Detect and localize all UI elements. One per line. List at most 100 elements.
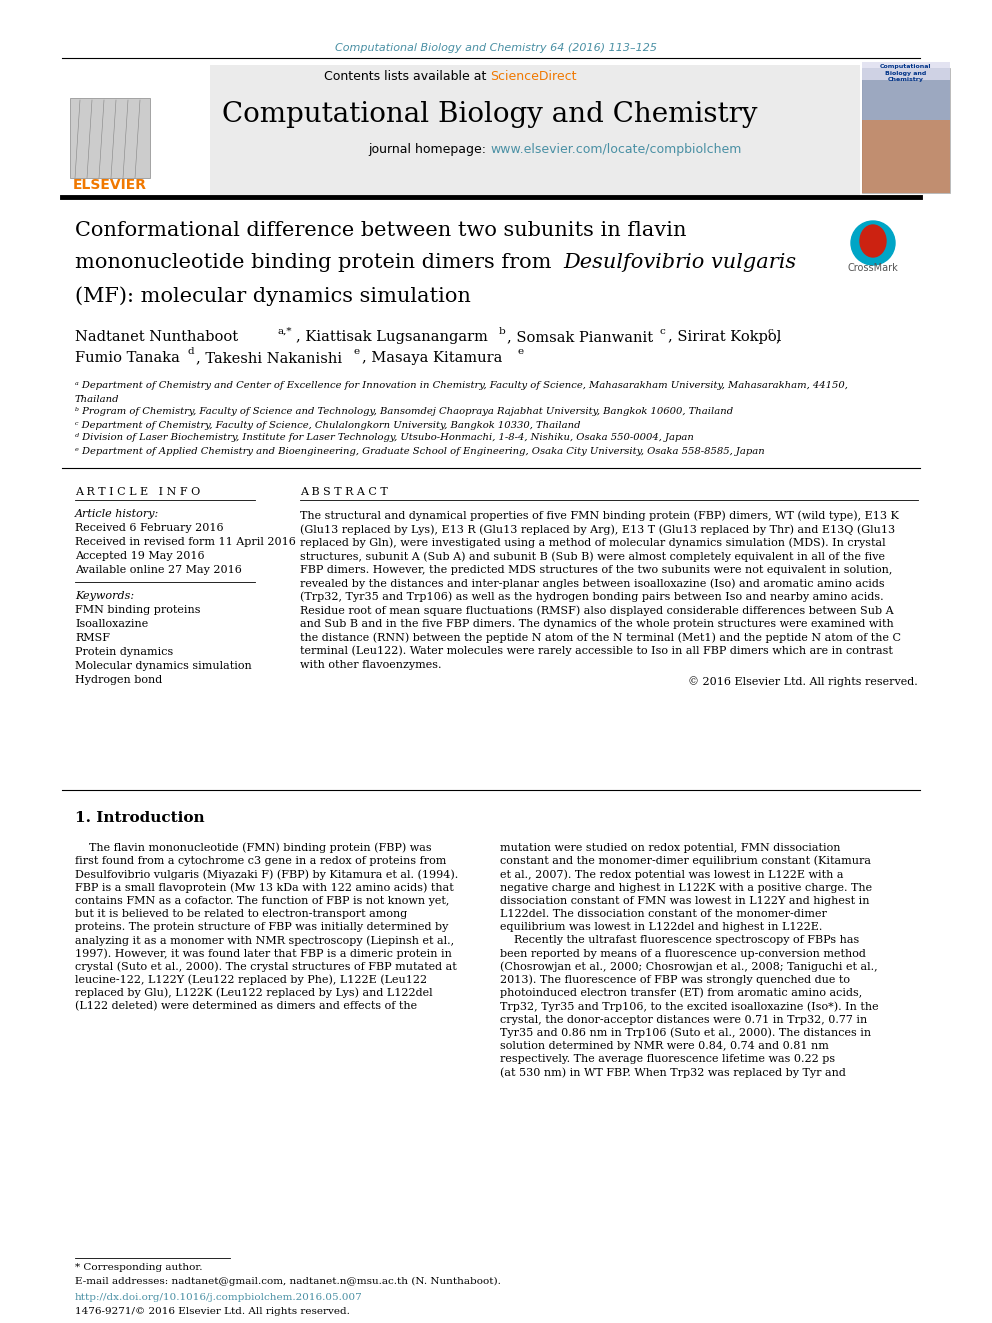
Text: analyzing it as a monomer with NMR spectroscopy (Liepinsh et al.,: analyzing it as a monomer with NMR spect… [75,935,454,946]
Text: Protein dynamics: Protein dynamics [75,647,174,658]
Text: ,: , [775,329,780,344]
Text: e: e [354,348,360,356]
Text: Keywords:: Keywords: [75,591,134,601]
Text: Contents lists available at: Contents lists available at [323,70,490,83]
Text: (at 530 nm) in WT FBP. When Trp32 was replaced by Tyr and: (at 530 nm) in WT FBP. When Trp32 was re… [500,1068,846,1078]
Text: Accepted 19 May 2016: Accepted 19 May 2016 [75,550,204,561]
Text: ᵃ Department of Chemistry and Center of Excellence for Innovation in Chemistry, : ᵃ Department of Chemistry and Center of … [75,381,848,390]
Text: , Kiattisak Lugsanangarm: , Kiattisak Lugsanangarm [296,329,488,344]
Text: the distance (RNN) between the peptide N atom of the N terminal (Met1) and the p: the distance (RNN) between the peptide N… [300,632,901,643]
Bar [862,67,950,193]
Text: but it is believed to be related to electron-transport among: but it is believed to be related to elec… [75,909,408,919]
Text: solution determined by NMR were 0.84, 0.74 and 0.81 nm: solution determined by NMR were 0.84, 0.… [500,1041,829,1050]
Bar [62,65,210,194]
Text: Computational Biology and Chemistry 64 (2016) 113–125: Computational Biology and Chemistry 64 (… [335,44,657,53]
Ellipse shape [860,225,886,257]
Text: crystal (Suto et al., 2000). The crystal structures of FBP mutated at: crystal (Suto et al., 2000). The crystal… [75,962,456,972]
Text: Desulfovibrio vulgaris (Miyazaki F) (FBP) by Kitamura et al. (1994).: Desulfovibrio vulgaris (Miyazaki F) (FBP… [75,869,458,880]
Text: (Glu13 replaced by Lys), E13 R (Glu13 replaced by Arg), E13 T (Glu13 replaced by: (Glu13 replaced by Lys), E13 R (Glu13 re… [300,524,895,534]
Text: terminal (Leu122). Water molecules were rarely accessible to Iso in all FBP dime: terminal (Leu122). Water molecules were … [300,646,893,656]
Text: c: c [660,327,666,336]
Text: , Sirirat Kokpol: , Sirirat Kokpol [668,329,782,344]
Text: Available online 27 May 2016: Available online 27 May 2016 [75,565,242,576]
Text: FBP is a small flavoprotein (Mw 13 kDa with 122 amino acids) that: FBP is a small flavoprotein (Mw 13 kDa w… [75,882,453,893]
Text: Desulfovibrio vulgaris: Desulfovibrio vulgaris [563,254,797,273]
Text: equilibrium was lowest in L122del and highest in L122E.: equilibrium was lowest in L122del and hi… [500,922,822,933]
Text: http://dx.doi.org/10.1016/j.compbiolchem.2016.05.007: http://dx.doi.org/10.1016/j.compbiolchem… [75,1294,363,1303]
Text: A R T I C L E   I N F O: A R T I C L E I N F O [75,487,200,497]
Text: * Corresponding author.: * Corresponding author. [75,1262,202,1271]
Text: Hydrogen bond: Hydrogen bond [75,675,163,685]
Text: constant and the monomer-dimer equilibrium constant (Kitamura: constant and the monomer-dimer equilibri… [500,856,871,867]
Text: 2013). The fluorescence of FBP was strongly quenched due to: 2013). The fluorescence of FBP was stron… [500,975,850,986]
Text: Thailand: Thailand [75,394,119,404]
Text: FBP dimers. However, the predicted MDS structures of the two subunits were not e: FBP dimers. However, the predicted MDS s… [300,565,893,576]
Text: b: b [499,327,506,336]
Text: RMSF: RMSF [75,632,110,643]
Text: leucine-122, L122Y (Leu122 replaced by Phe), L122E (Leu122: leucine-122, L122Y (Leu122 replaced by P… [75,975,428,986]
Bar [70,98,150,179]
Text: , Masaya Kitamura: , Masaya Kitamura [362,351,502,365]
Text: contains FMN as a cofactor. The function of FBP is not known yet,: contains FMN as a cofactor. The function… [75,896,449,906]
Text: been reported by means of a fluorescence up-conversion method: been reported by means of a fluorescence… [500,949,866,959]
Text: www.elsevier.com/locate/compbiolchem: www.elsevier.com/locate/compbiolchem [490,143,741,156]
Text: Received in revised form 11 April 2016: Received in revised form 11 April 2016 [75,537,296,546]
Text: proteins. The protein structure of FBP was initially determined by: proteins. The protein structure of FBP w… [75,922,448,933]
Text: Recently the ultrafast fluorescence spectroscopy of FBPs has: Recently the ultrafast fluorescence spec… [500,935,859,946]
Text: CrossMark: CrossMark [847,263,899,273]
Text: L122del. The dissociation constant of the monomer-dimer: L122del. The dissociation constant of th… [500,909,827,919]
Text: ScienceDirect: ScienceDirect [490,70,576,83]
Text: (Trp32, Tyr35 and Trp106) as well as the hydrogen bonding pairs between Iso and : (Trp32, Tyr35 and Trp106) as well as the… [300,591,884,602]
Text: E-mail addresses: nadtanet@gmail.com, nadtanet.n@msu.ac.th (N. Nunthaboot).: E-mail addresses: nadtanet@gmail.com, na… [75,1277,501,1286]
Text: and Sub B and in the five FBP dimers. The dynamics of the whole protein structur: and Sub B and in the five FBP dimers. Th… [300,619,894,628]
Text: with other flavoenzymes.: with other flavoenzymes. [300,659,441,669]
Text: Computational
Biology and
Chemistry: Computational Biology and Chemistry [880,65,931,82]
Text: Molecular dynamics simulation: Molecular dynamics simulation [75,662,252,671]
Text: Conformational difference between two subunits in flavin: Conformational difference between two su… [75,221,686,239]
Text: (Chosrowjan et al., 2000; Chosrowjan et al., 2008; Taniguchi et al.,: (Chosrowjan et al., 2000; Chosrowjan et … [500,962,878,972]
Circle shape [863,233,883,253]
Bar [62,65,860,194]
Text: et al., 2007). The redox potential was lowest in L122E with a: et al., 2007). The redox potential was l… [500,869,843,880]
Text: Article history:: Article history: [75,509,160,519]
Bar [862,67,950,120]
Text: negative charge and highest in L122K with a positive charge. The: negative charge and highest in L122K wit… [500,882,872,893]
Text: 1. Introduction: 1. Introduction [75,811,204,826]
Text: A B S T R A C T: A B S T R A C T [300,487,388,497]
Text: The structural and dynamical properties of five FMN binding protein (FBP) dimers: The structural and dynamical properties … [300,511,899,521]
Text: photoinduced electron transfer (ET) from aromatic amino acids,: photoinduced electron transfer (ET) from… [500,988,862,999]
Text: Fumio Tanaka: Fumio Tanaka [75,351,180,365]
Text: Nadtanet Nunthaboot: Nadtanet Nunthaboot [75,329,238,344]
Text: revealed by the distances and inter-planar angles between isoalloxazine (Iso) an: revealed by the distances and inter-plan… [300,578,885,589]
Text: Received 6 February 2016: Received 6 February 2016 [75,523,223,533]
Text: Isoalloxazine: Isoalloxazine [75,619,148,628]
Text: respectively. The average fluorescence lifetime was 0.22 ps: respectively. The average fluorescence l… [500,1054,835,1064]
Text: (MF): molecular dynamics simulation: (MF): molecular dynamics simulation [75,286,471,306]
Text: c: c [768,327,774,336]
Text: ᵈ Division of Laser Biochemistry, Institute for Laser Technology, Utsubo-Honmach: ᵈ Division of Laser Biochemistry, Instit… [75,434,693,442]
Text: e: e [517,348,523,356]
Text: crystal, the donor-acceptor distances were 0.71 in Trp32, 0.77 in: crystal, the donor-acceptor distances we… [500,1015,867,1024]
Text: Trp32, Tyr35 and Trp106, to the excited isoalloxazine (Iso*). In the: Trp32, Tyr35 and Trp106, to the excited … [500,1002,879,1012]
Text: Computational Biology and Chemistry: Computational Biology and Chemistry [222,102,758,128]
Text: , Takeshi Nakanishi: , Takeshi Nakanishi [196,351,342,365]
Text: ᵇ Program of Chemistry, Faculty of Science and Technology, Bansomdej Chaopraya R: ᵇ Program of Chemistry, Faculty of Scien… [75,407,733,417]
Text: (L122 deleted) were determined as dimers and effects of the: (L122 deleted) were determined as dimers… [75,1002,417,1012]
Text: replaced by Gln), were investigated using a method of molecular dynamics simulat: replaced by Gln), were investigated usin… [300,537,886,548]
Text: ᶜ Department of Chemistry, Faculty of Science, Chulalongkorn University, Bangkok: ᶜ Department of Chemistry, Faculty of Sc… [75,421,580,430]
Text: Tyr35 and 0.86 nm in Trp106 (Suto et al., 2000). The distances in: Tyr35 and 0.86 nm in Trp106 (Suto et al.… [500,1028,871,1039]
Circle shape [851,221,895,265]
Text: © 2016 Elsevier Ltd. All rights reserved.: © 2016 Elsevier Ltd. All rights reserved… [688,676,918,688]
Text: Residue root of mean square fluctuations (RMSF) also displayed considerable diff: Residue root of mean square fluctuations… [300,605,894,615]
Text: 1476-9271/© 2016 Elsevier Ltd. All rights reserved.: 1476-9271/© 2016 Elsevier Ltd. All right… [75,1307,350,1315]
Text: 1997). However, it was found later that FBP is a dimeric protein in: 1997). However, it was found later that … [75,949,452,959]
Text: structures, subunit A (Sub A) and subunit B (Sub B) were almost completely equiv: structures, subunit A (Sub A) and subuni… [300,552,885,562]
Text: dissociation constant of FMN was lowest in L122Y and highest in: dissociation constant of FMN was lowest … [500,896,870,906]
Text: The flavin mononucleotide (FMN) binding protein (FBP) was: The flavin mononucleotide (FMN) binding … [75,843,432,853]
Text: first found from a cytochrome c3 gene in a redox of proteins from: first found from a cytochrome c3 gene in… [75,856,446,867]
Text: replaced by Glu), L122K (Leu122 replaced by Lys) and L122del: replaced by Glu), L122K (Leu122 replaced… [75,988,433,999]
Text: mononucleotide binding protein dimers from: mononucleotide binding protein dimers fr… [75,254,558,273]
Text: journal homepage:: journal homepage: [368,143,490,156]
Text: ᵉ Department of Applied Chemistry and Bioengineering, Graduate School of Enginee: ᵉ Department of Applied Chemistry and Bi… [75,446,765,455]
Text: d: d [188,348,194,356]
